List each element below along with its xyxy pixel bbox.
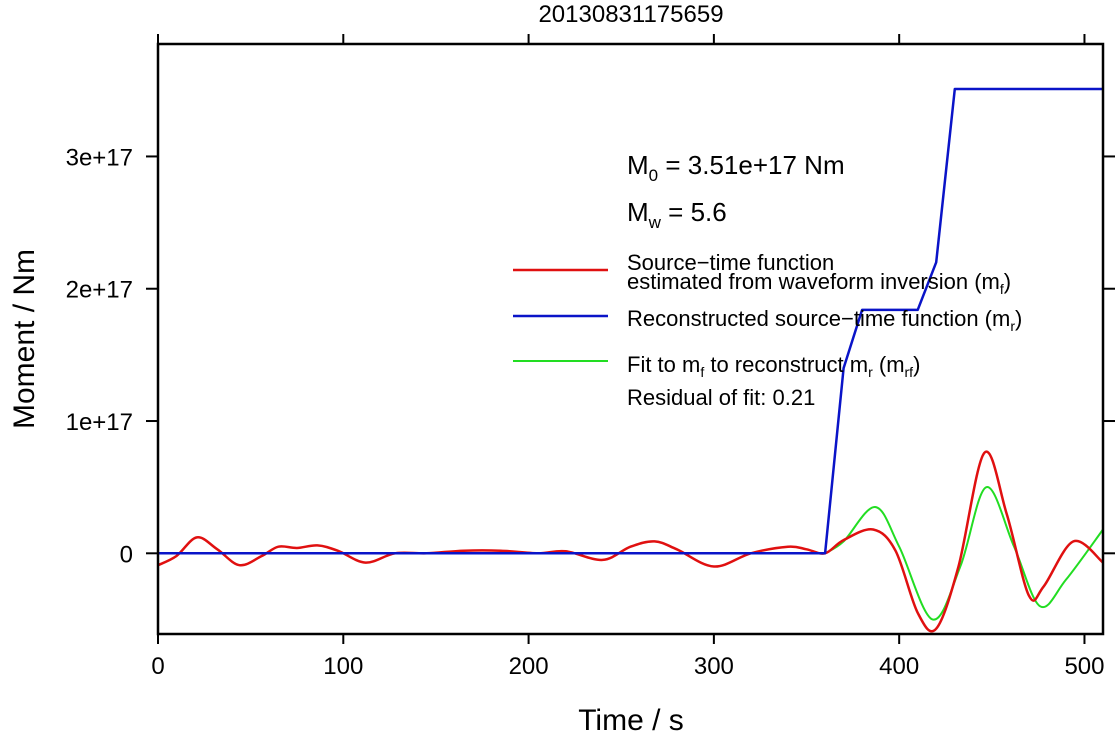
m0-symbol: M xyxy=(627,150,649,180)
x-tick-label: 500 xyxy=(1064,653,1104,680)
legend-label-fit-sub: f xyxy=(700,364,704,380)
legend-label-estimated-close: ) xyxy=(1004,269,1011,294)
mw-annotation: Mw = 5.6 xyxy=(627,197,727,232)
legend-label-fit: Fit to mf to reconstruct mr (mrf) xyxy=(627,352,920,380)
legend-label-fit-text: ) xyxy=(913,352,920,377)
legend-label-fit-text: to reconstruct m xyxy=(704,352,868,377)
x-tick-label: 300 xyxy=(694,653,734,680)
m0-annotation: M0 = 3.51e+17 Nm xyxy=(627,150,845,185)
series-estimated-stf xyxy=(158,450,1103,633)
legend-label-estimated-text: estimated from waveform inversion (m xyxy=(627,269,1000,294)
plot-frame xyxy=(156,42,1105,636)
x-tick-label: 0 xyxy=(151,653,164,680)
legend-label-reconstructed-text: Reconstructed source−time function (m xyxy=(627,306,1010,331)
legend-label-fit-sub: rf xyxy=(905,364,914,380)
y-tick-label: 0 xyxy=(120,541,133,568)
legend: Source−time function estimated from wave… xyxy=(513,250,1022,410)
mw-value: = 5.6 xyxy=(661,197,727,227)
mw-symbol: M xyxy=(627,197,649,227)
residual-annotation: Residual of fit: 0.21 xyxy=(627,385,815,410)
ticks-layer: 0 100 200 300 400 500 0 1e+17 2e+17 3e+17 xyxy=(66,34,1115,680)
legend-label-estimated-line2: estimated from waveform inversion (mf) xyxy=(627,269,1011,297)
chart-title: 20130831175659 xyxy=(538,1,723,28)
x-tick-label: 400 xyxy=(879,653,919,680)
legend-label-reconstructed-close: ) xyxy=(1015,306,1022,331)
y-axis-title: Moment / Nm xyxy=(8,249,41,429)
legend-label-reconstructed-sub: r xyxy=(1010,318,1015,334)
m0-value: = 3.51e+17 Nm xyxy=(658,150,844,180)
y-tick-label: 3e+17 xyxy=(66,144,133,171)
x-tick-label: 200 xyxy=(509,653,549,680)
series-reconstructed-stf xyxy=(158,87,1103,555)
mw-subscript: w xyxy=(648,213,662,232)
legend-label-fit-text: (m xyxy=(873,352,905,377)
x-axis-title: Time / s xyxy=(578,704,684,734)
series-fit-stf xyxy=(824,486,1103,621)
legend-label-estimated-sub: f xyxy=(1000,281,1004,297)
legend-label-fit-sub: r xyxy=(868,364,873,380)
y-tick-label: 1e+17 xyxy=(66,409,133,436)
legend-label-reconstructed: Reconstructed source−time function (mr) xyxy=(627,306,1022,334)
legend-label-estimated-line1: Source−time function xyxy=(627,250,834,275)
m0-subscript: 0 xyxy=(649,166,658,185)
legend-label-fit-text: Fit to m xyxy=(627,352,700,377)
x-tick-label: 100 xyxy=(323,653,363,680)
series-layer xyxy=(158,87,1103,633)
y-tick-label: 2e+17 xyxy=(66,277,133,304)
